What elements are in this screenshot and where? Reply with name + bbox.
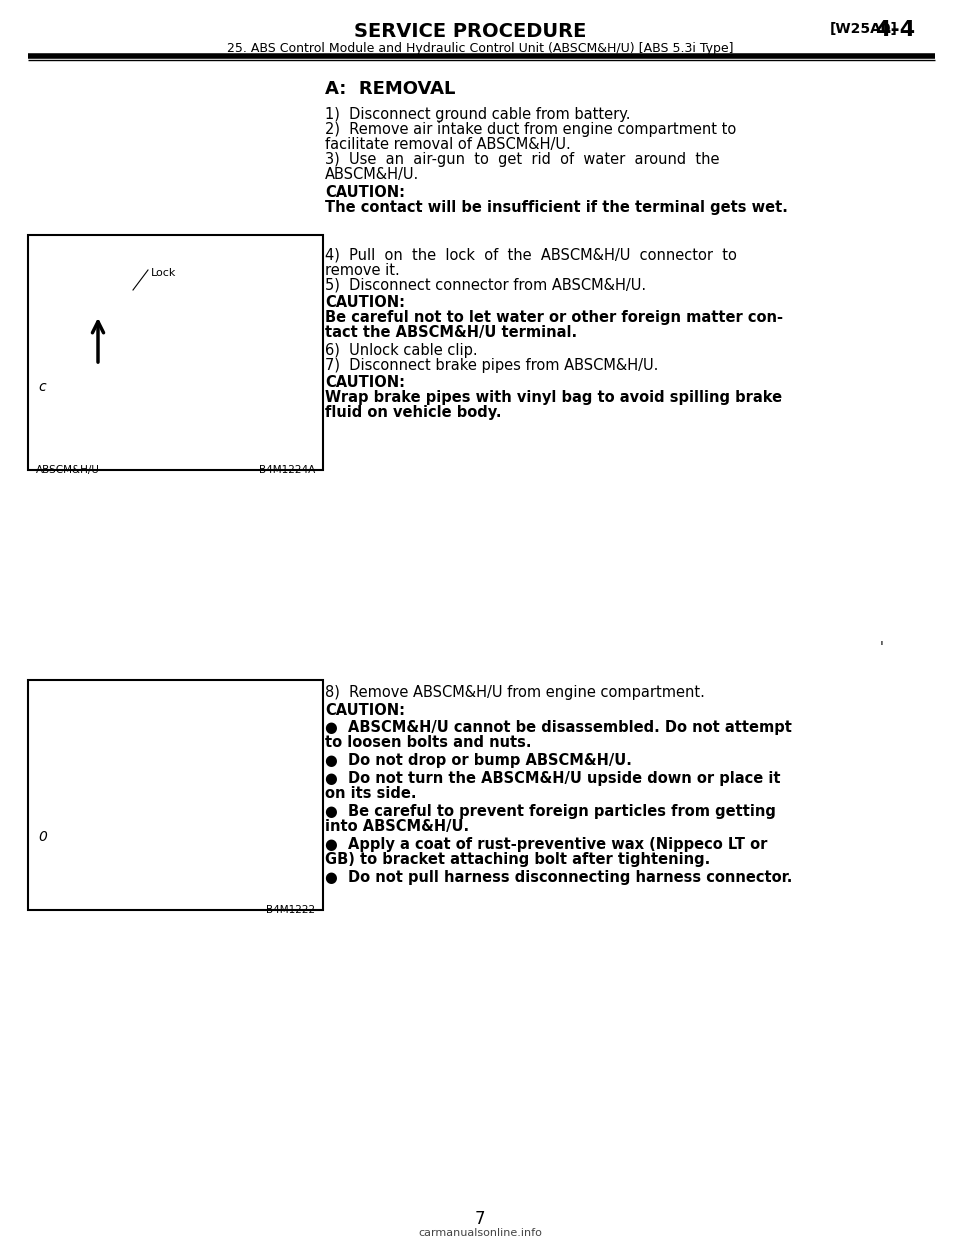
Text: ●  Be careful to prevent foreign particles from getting: ● Be careful to prevent foreign particle… <box>325 804 776 818</box>
Text: 4-4: 4-4 <box>875 20 915 40</box>
Text: 7: 7 <box>475 1210 485 1228</box>
Bar <box>28 235 323 469</box>
Text: facilitate removal of ABSCM&H/U.: facilitate removal of ABSCM&H/U. <box>325 137 571 152</box>
Text: SERVICE PROCEDURE: SERVICE PROCEDURE <box>354 22 587 41</box>
Text: Wrap brake pipes with vinyl bag to avoid spilling brake: Wrap brake pipes with vinyl bag to avoid… <box>325 390 782 405</box>
Text: 7)  Disconnect brake pipes from ABSCM&H/U.: 7) Disconnect brake pipes from ABSCM&H/U… <box>325 358 659 373</box>
Text: CAUTION:: CAUTION: <box>325 296 405 310</box>
Text: 0: 0 <box>38 830 47 845</box>
Text: on its side.: on its side. <box>325 786 417 801</box>
Text: 8)  Remove ABSCM&H/U from engine compartment.: 8) Remove ABSCM&H/U from engine compartm… <box>325 686 705 700</box>
Text: Be careful not to let water or other foreign matter con-: Be careful not to let water or other for… <box>325 310 783 325</box>
Text: ●  Apply a coat of rust-preventive wax (Nippeco LT or: ● Apply a coat of rust-preventive wax (N… <box>325 837 767 852</box>
Text: 2)  Remove air intake duct from engine compartment to: 2) Remove air intake duct from engine co… <box>325 122 736 137</box>
Text: into ABSCM&H/U.: into ABSCM&H/U. <box>325 818 469 833</box>
Text: to loosen bolts and nuts.: to loosen bolts and nuts. <box>325 735 532 750</box>
Text: CAUTION:: CAUTION: <box>325 185 405 200</box>
Text: fluid on vehicle body.: fluid on vehicle body. <box>325 405 501 420</box>
Text: c: c <box>38 380 46 394</box>
Text: tact the ABSCM&H/U terminal.: tact the ABSCM&H/U terminal. <box>325 325 577 340</box>
Bar <box>28 681 323 910</box>
Text: ': ' <box>880 640 884 655</box>
Text: GB) to bracket attaching bolt after tightening.: GB) to bracket attaching bolt after tigh… <box>325 852 710 867</box>
Text: 4)  Pull  on  the  lock  of  the  ABSCM&H/U  connector  to: 4) Pull on the lock of the ABSCM&H/U con… <box>325 248 737 263</box>
Text: 1)  Disconnect ground cable from battery.: 1) Disconnect ground cable from battery. <box>325 107 631 122</box>
Text: ABSCM&H/U: ABSCM&H/U <box>36 465 100 474</box>
Text: ●  Do not turn the ABSCM&H/U upside down or place it: ● Do not turn the ABSCM&H/U upside down … <box>325 771 780 786</box>
Text: [W25A0]: [W25A0] <box>830 22 898 36</box>
Text: B4M1224A: B4M1224A <box>259 465 315 474</box>
Text: carmanualsonline.info: carmanualsonline.info <box>418 1228 542 1238</box>
Text: ABSCM&H/U.: ABSCM&H/U. <box>325 166 420 183</box>
Text: ●  Do not pull harness disconnecting harness connector.: ● Do not pull harness disconnecting harn… <box>325 869 792 886</box>
Text: CAUTION:: CAUTION: <box>325 703 405 718</box>
Text: Lock: Lock <box>151 268 177 278</box>
Text: The contact will be insufficient if the terminal gets wet.: The contact will be insufficient if the … <box>325 200 788 215</box>
Text: 25. ABS Control Module and Hydraulic Control Unit (ABSCM&H/U) [ABS 5.3i Type]: 25. ABS Control Module and Hydraulic Con… <box>227 42 733 55</box>
Text: 5)  Disconnect connector from ABSCM&H/U.: 5) Disconnect connector from ABSCM&H/U. <box>325 278 646 293</box>
Text: 3)  Use  an  air-gun  to  get  rid  of  water  around  the: 3) Use an air-gun to get rid of water ar… <box>325 152 719 166</box>
Text: ●  ABSCM&H/U cannot be disassembled. Do not attempt: ● ABSCM&H/U cannot be disassembled. Do n… <box>325 720 792 735</box>
Text: ●  Do not drop or bump ABSCM&H/U.: ● Do not drop or bump ABSCM&H/U. <box>325 753 632 768</box>
Text: A:  REMOVAL: A: REMOVAL <box>325 79 455 98</box>
Text: CAUTION:: CAUTION: <box>325 375 405 390</box>
Text: 6)  Unlock cable clip.: 6) Unlock cable clip. <box>325 343 478 358</box>
Text: B4M1222: B4M1222 <box>266 905 315 915</box>
Text: remove it.: remove it. <box>325 263 399 278</box>
